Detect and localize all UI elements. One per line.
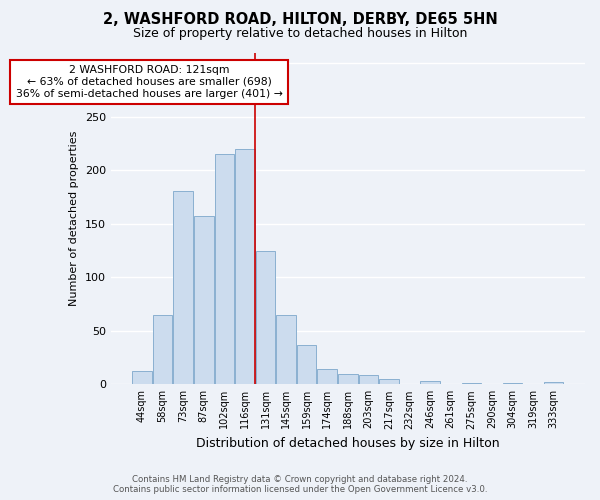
Text: 2, WASHFORD ROAD, HILTON, DERBY, DE65 5HN: 2, WASHFORD ROAD, HILTON, DERBY, DE65 5H… (103, 12, 497, 28)
Text: Contains HM Land Registry data © Crown copyright and database right 2024.
Contai: Contains HM Land Registry data © Crown c… (113, 474, 487, 494)
Bar (359, 374, 378, 384)
Text: 2 WASHFORD ROAD: 121sqm
← 63% of detached houses are smaller (698)
36% of semi-d: 2 WASHFORD ROAD: 121sqm ← 63% of detache… (16, 66, 283, 98)
Bar (461, 383, 481, 384)
Bar (297, 344, 316, 385)
Bar (173, 190, 193, 384)
Bar (544, 382, 563, 384)
Bar (194, 216, 214, 384)
Text: Size of property relative to detached houses in Hilton: Size of property relative to detached ho… (133, 28, 467, 40)
Bar (421, 381, 440, 384)
Bar (503, 383, 522, 384)
Bar (338, 374, 358, 384)
Bar (132, 372, 152, 384)
Bar (256, 250, 275, 384)
Bar (153, 314, 172, 384)
Y-axis label: Number of detached properties: Number of detached properties (69, 130, 79, 306)
Bar (317, 370, 337, 384)
Bar (235, 149, 254, 384)
Bar (379, 379, 399, 384)
Bar (276, 314, 296, 384)
X-axis label: Distribution of detached houses by size in Hilton: Distribution of detached houses by size … (196, 437, 500, 450)
Bar (215, 154, 234, 384)
